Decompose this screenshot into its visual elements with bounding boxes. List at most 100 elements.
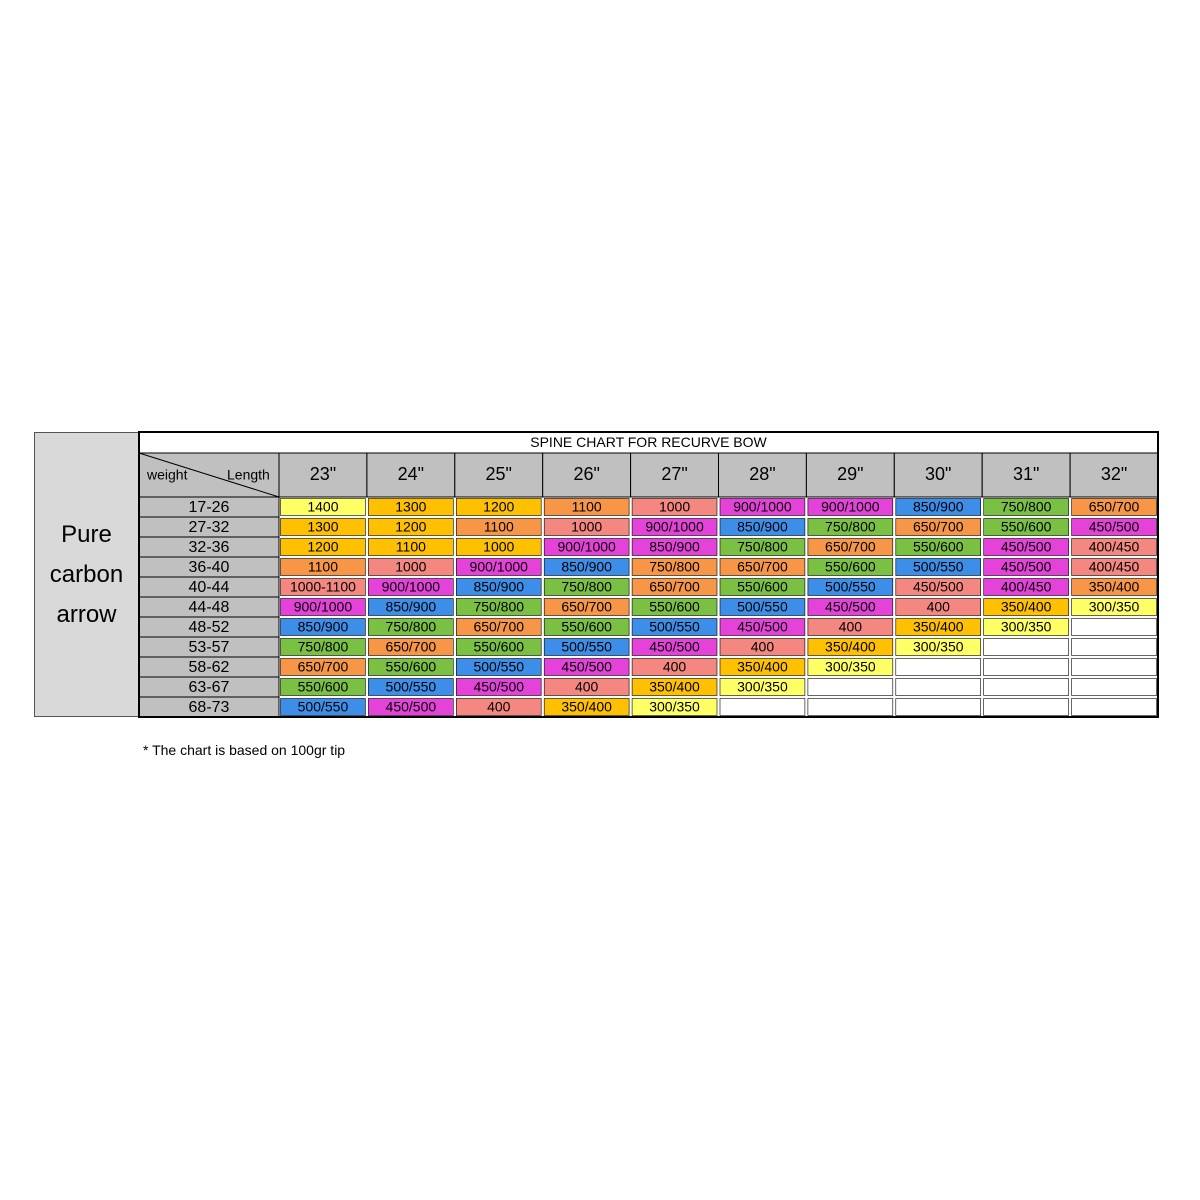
spine-cell [543, 498, 630, 516]
spine-cell [543, 538, 630, 556]
spine-cell [631, 698, 718, 716]
spine-cell [895, 658, 981, 676]
spine-cell [719, 658, 806, 676]
spine-value: 550/600 [737, 579, 788, 595]
row-header: 32-36 [189, 539, 230, 556]
column-header-cell [542, 452, 632, 498]
spine-value: 400 [663, 659, 687, 675]
spine-cell [631, 658, 718, 676]
column-header: 31" [1013, 464, 1039, 484]
spine-cell [719, 498, 806, 516]
spine-cell [543, 658, 630, 676]
spine-cell [719, 678, 806, 696]
spine-value: 350/400 [825, 639, 876, 655]
spine-cell [895, 678, 981, 696]
spine-value: 350/400 [737, 659, 788, 675]
spine-cell [1071, 658, 1157, 676]
spine-cell [368, 638, 454, 656]
spine-cell [543, 578, 630, 596]
spine-value: 500/550 [649, 619, 700, 635]
spine-value: 400/450 [1089, 539, 1140, 555]
spine-cell [280, 658, 366, 676]
spine-cell [543, 698, 630, 716]
spine-value: 650/700 [913, 519, 964, 535]
spine-cell [280, 558, 366, 576]
spine-value: 1000 [659, 499, 690, 515]
spine-cell [631, 518, 718, 536]
spine-value: 650/700 [386, 639, 437, 655]
spine-cell [368, 598, 454, 616]
spine-value: 400 [927, 599, 951, 615]
spine-value: 300/350 [649, 699, 700, 715]
spine-cell [719, 558, 806, 576]
spine-value: 900/1000 [645, 519, 704, 535]
spine-value: 900/1000 [821, 499, 880, 515]
spine-cell [807, 658, 894, 676]
spine-cell [280, 578, 366, 596]
corner-row-label: weight [146, 467, 188, 483]
spine-value: 450/500 [561, 659, 612, 675]
spine-cell [983, 538, 1069, 556]
spine-cell [895, 598, 981, 616]
spine-value: 1200 [483, 499, 514, 515]
spine-cell [455, 658, 542, 676]
spine-value: 900/1000 [382, 579, 441, 595]
row-header: 58-62 [189, 659, 230, 676]
column-header: 23" [310, 464, 336, 484]
spine-cell [807, 598, 894, 616]
spine-cell [895, 538, 981, 556]
column-header-cell [366, 452, 456, 498]
row-header: 53-57 [189, 639, 230, 656]
spine-cell [280, 618, 366, 636]
spine-cell [631, 618, 718, 636]
spine-cell [631, 538, 718, 556]
spine-value: 1300 [307, 519, 338, 535]
spine-value: 550/600 [913, 539, 964, 555]
spine-cell [1071, 678, 1157, 696]
column-header: 27" [661, 464, 687, 484]
spine-cell [455, 498, 542, 516]
spine-value: 350/400 [1089, 579, 1140, 595]
row-header: 63-67 [189, 679, 230, 696]
spine-cell [631, 638, 718, 656]
spine-cell [983, 558, 1069, 576]
spine-value: 550/600 [386, 659, 437, 675]
spine-cell [983, 498, 1069, 516]
spine-cell [455, 618, 542, 636]
spine-value: 500/550 [913, 559, 964, 575]
spine-cell [631, 578, 718, 596]
spine-cell [807, 698, 894, 716]
spine-value: 750/800 [386, 619, 437, 635]
spine-value: 1000 [571, 519, 602, 535]
spine-value: 650/700 [298, 659, 349, 675]
spine-value: 750/800 [1001, 499, 1052, 515]
spine-cell [719, 578, 806, 596]
spine-cell [983, 518, 1069, 536]
spine-cell [807, 558, 894, 576]
spine-cell [983, 638, 1069, 656]
spine-value: 750/800 [298, 639, 349, 655]
spine-value: 550/600 [298, 679, 349, 695]
spine-value: 750/800 [561, 579, 612, 595]
spine-cell [719, 698, 806, 716]
spine-cell [983, 618, 1069, 636]
spine-value: 300/350 [913, 639, 964, 655]
spine-value: 1200 [307, 539, 338, 555]
spine-cell [280, 638, 366, 656]
spine-value: 650/700 [561, 599, 612, 615]
row-header: 44-48 [189, 599, 230, 616]
spine-cell [719, 638, 806, 656]
spine-cell [455, 598, 542, 616]
spine-value: 450/500 [913, 579, 964, 595]
spine-cell [280, 518, 366, 536]
spine-cell [543, 618, 630, 636]
spine-value: 650/700 [649, 579, 700, 595]
spine-cell [543, 638, 630, 656]
spine-value: 400/450 [1089, 559, 1140, 575]
column-header-cell [630, 452, 719, 498]
spine-value: 550/600 [649, 599, 700, 615]
spine-cell [1071, 618, 1157, 636]
spine-value: 650/700 [825, 539, 876, 555]
spine-cell [280, 498, 366, 516]
